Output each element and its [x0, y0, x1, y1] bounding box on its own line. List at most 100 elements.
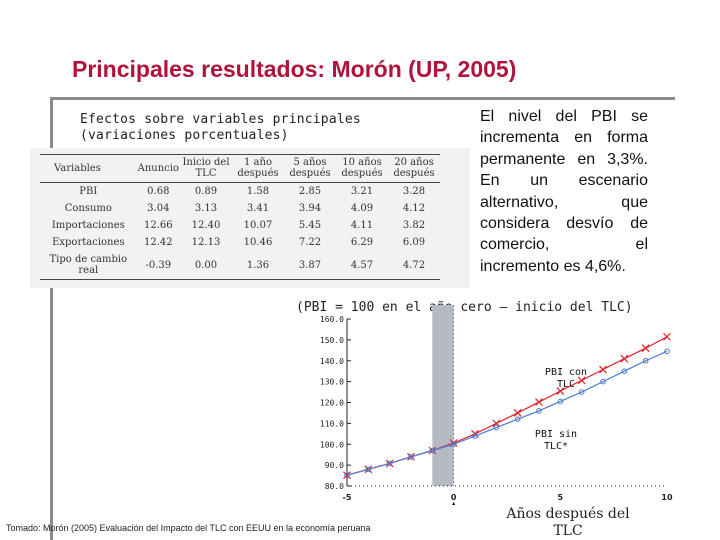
- y-tick-label: 130.0: [320, 378, 344, 387]
- x-tick-label: 10: [661, 493, 673, 502]
- table-heading: Efectos sobre variables principales: [80, 112, 361, 127]
- data-point-con-tlc: [599, 365, 607, 374]
- table-cell: 6.09: [402, 237, 426, 248]
- summary-paragraph: El nivel del PBI se incrementa en forma …: [480, 108, 648, 275]
- table-cell: 4.72: [388, 251, 440, 280]
- table-cell: 4.57: [336, 251, 388, 280]
- label-pbi-sin-tlc-line1: PBI sin: [535, 429, 577, 440]
- data-point-con-tlc: [620, 354, 629, 363]
- table-cell: 10.07: [243, 220, 273, 231]
- data-point-con-tlc: [535, 398, 543, 407]
- table-cell: 3.41: [246, 203, 270, 214]
- x-axis-label-line1: Años después del: [506, 506, 630, 522]
- data-point-con-tlc: [492, 419, 501, 428]
- table-row-label: Tipo de cambio real: [40, 251, 137, 280]
- y-tick-label: 150.0: [320, 336, 344, 345]
- y-tick-label: 140.0: [320, 357, 344, 366]
- table-cell: 6.29: [350, 237, 374, 248]
- header-5-anos: 5 años después: [284, 154, 336, 183]
- x-axis-label-line2: TLC: [553, 523, 583, 539]
- data-point-sin-tlc: [642, 357, 649, 364]
- data-point-sin-tlc: [536, 408, 542, 414]
- x-tick-label: -5: [343, 493, 352, 502]
- table-row: Consumo 3.04 3.13 3.41 3.94 4.09 4.12: [40, 200, 440, 217]
- y-tick-label: 100.0: [320, 440, 344, 449]
- table-cell: 0.89: [194, 186, 218, 197]
- data-point-sin-tlc: [365, 466, 372, 473]
- data-point-sin-tlc: [429, 447, 436, 454]
- table-cell: 3.87: [284, 251, 336, 280]
- data-point-sin-tlc: [386, 460, 393, 467]
- data-point-sin-tlc: [408, 453, 414, 460]
- table-row: Tipo de cambio real -0.39 0.00 1.36 3.87 4.57…: [40, 251, 440, 280]
- table-row-label: PBI: [79, 186, 98, 197]
- data-point-con-tlc: [663, 332, 671, 341]
- table-cell: 0.68: [147, 186, 170, 197]
- table-cell: 12.42: [143, 237, 173, 248]
- data-point-con-tlc: [641, 344, 650, 353]
- table-subheading: (variaciones porcentuales): [80, 128, 289, 143]
- y-tick-label: 80.0: [325, 482, 344, 491]
- table-cell: 7.22: [298, 237, 322, 248]
- data-point-sin-tlc: [450, 441, 457, 448]
- table-cell: 3.94: [298, 203, 322, 214]
- source-note: Tomado: Morón (2005) Evaluación del Impa…: [6, 523, 371, 533]
- table-cell: 12.40: [191, 220, 221, 231]
- y-tick-label: 120.0: [320, 399, 344, 408]
- header-anuncio: Anuncio: [136, 154, 180, 183]
- data-point-con-tlc: [556, 387, 565, 395]
- table-cell: 3.04: [147, 203, 170, 214]
- gdp-line-chart: 80.0 90.0 100.0 110.0 120.0 130.0 140.0 150.0 16…: [320, 305, 673, 505]
- data-point-con-tlc: [513, 409, 522, 417]
- data-point-sin-tlc: [557, 398, 564, 405]
- header-10-anos: 10 años después: [336, 154, 388, 183]
- y-tick-label: 110.0: [320, 419, 344, 428]
- data-point-con-tlc: [577, 376, 586, 385]
- table-cell: 3.13: [194, 203, 218, 214]
- table-cell: 1.58: [246, 186, 270, 197]
- table-cell: 4.09: [350, 203, 374, 214]
- header-20-anos: 20 años después: [388, 154, 440, 183]
- table-cell: 5.45: [298, 220, 322, 231]
- table-row-label: Importaciones: [51, 220, 125, 231]
- table-cell: 3.21: [350, 186, 374, 197]
- series-line-con-tlc: [346, 336, 668, 476]
- table-cell: 3.82: [402, 220, 426, 231]
- label-pbi-con-tlc-line2: TLC: [557, 379, 575, 390]
- data-point-sin-tlc: [472, 433, 478, 439]
- table-row-label: Consumo: [64, 203, 112, 214]
- table-cell: 1.36: [232, 251, 284, 280]
- label-pbi-sin-tlc-line2: TLC*: [544, 441, 568, 452]
- x-axis-label: Años después del TLC: [503, 506, 633, 540]
- header-variables: Variables: [40, 154, 137, 183]
- table-cell: 4.11: [350, 220, 374, 231]
- header-1-ano: 1 año después: [232, 154, 284, 183]
- data-point-sin-tlc: [514, 416, 521, 422]
- label-pbi-con-tlc-line1: PBI con: [545, 367, 587, 378]
- y-tick-label: 160.0: [320, 315, 344, 324]
- x-tick-label: 5: [558, 493, 564, 502]
- slide-title: Principales resultados: Morón (UP, 2005): [72, 56, 517, 82]
- table-cell: -0.39: [136, 251, 180, 280]
- table-cell: 4.12: [402, 203, 426, 214]
- table-cell: 10.46: [243, 237, 273, 248]
- data-point-sin-tlc: [344, 472, 350, 478]
- left-border-line: [50, 97, 53, 540]
- table-row: Exportaciones 12.42 12.13 10.46 7.22 6.29 6.09: [40, 234, 440, 251]
- title-divider: [50, 97, 675, 100]
- data-point-sin-tlc: [600, 378, 606, 385]
- table-cell: 0.00: [180, 251, 232, 280]
- table-cell: 12.13: [191, 237, 221, 248]
- data-point-sin-tlc: [493, 424, 500, 431]
- arrow-up-icon: [452, 502, 456, 505]
- data-point-sin-tlc: [621, 368, 628, 374]
- table-cell: 12.66: [143, 220, 173, 231]
- table-cell: 3.28: [402, 186, 426, 197]
- table-row: PBI 0.68 0.89 1.58 2.85 3.21 3.28: [40, 183, 440, 201]
- y-tick-label: 90.0: [325, 461, 344, 470]
- table-header-row: Variables Anuncio Inicio del TLC 1 año d…: [40, 154, 440, 183]
- results-table: Variables Anuncio Inicio del TLC 1 año d…: [40, 154, 440, 280]
- series-line-sin-tlc: [346, 350, 668, 476]
- data-point-sin-tlc: [578, 389, 585, 395]
- chart-caption: (PBI = 100 en el año cero – inicio del T…: [296, 300, 633, 315]
